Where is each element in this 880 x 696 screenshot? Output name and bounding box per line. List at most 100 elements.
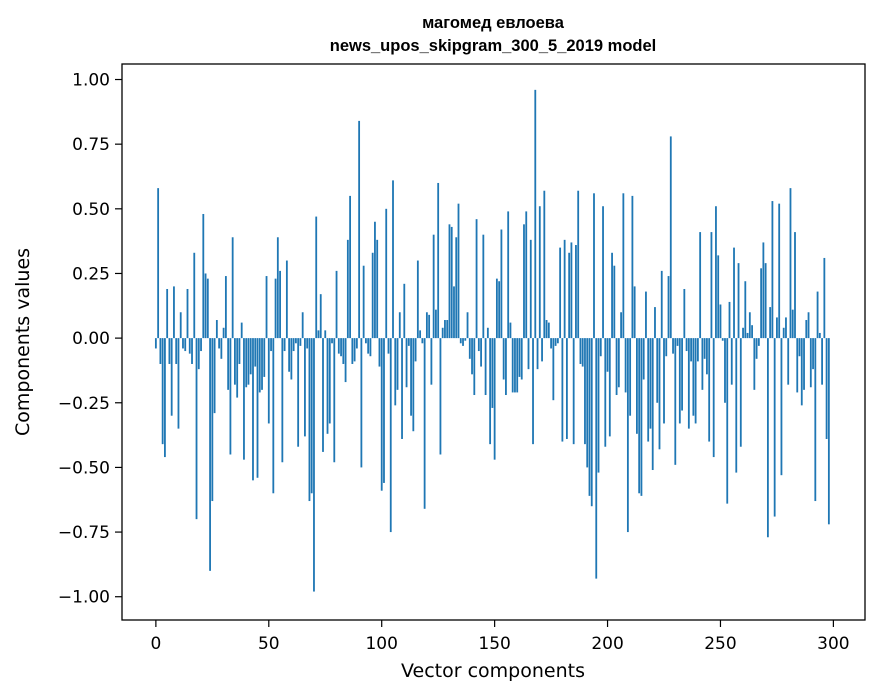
bar xyxy=(771,201,774,339)
x-tick-label: 200 xyxy=(591,634,623,654)
bar xyxy=(541,338,543,362)
bar xyxy=(319,294,322,339)
bar xyxy=(626,338,629,533)
x-tick-label: 0 xyxy=(150,634,161,654)
bar xyxy=(380,338,383,491)
bar xyxy=(552,338,555,401)
bar xyxy=(471,338,473,375)
bar xyxy=(195,338,198,520)
y-tick-label: −0.75 xyxy=(58,523,110,543)
bar xyxy=(342,338,345,364)
bar xyxy=(674,338,677,465)
bar xyxy=(306,338,309,349)
y-tick-label: −0.25 xyxy=(58,394,110,414)
bar xyxy=(800,338,803,406)
bar xyxy=(243,338,245,460)
bar xyxy=(778,203,781,339)
bar xyxy=(254,338,257,367)
bar xyxy=(200,338,202,352)
bar xyxy=(748,312,751,339)
bar xyxy=(294,338,297,344)
y-axis-label: Components values xyxy=(12,248,34,436)
bar xyxy=(696,338,699,362)
bar xyxy=(753,338,756,390)
bar xyxy=(292,338,295,352)
bar xyxy=(439,338,442,455)
bar xyxy=(586,338,589,468)
bar xyxy=(317,330,320,339)
bar xyxy=(706,338,708,375)
y-tick-label: 0.50 xyxy=(72,200,110,220)
bar xyxy=(360,338,363,468)
bar xyxy=(177,338,180,429)
bar xyxy=(337,338,340,354)
bar xyxy=(209,338,211,571)
bar xyxy=(308,338,311,502)
bar xyxy=(667,276,670,339)
bar xyxy=(588,338,591,496)
bar xyxy=(543,190,546,339)
bar xyxy=(620,312,622,339)
bar xyxy=(256,338,259,478)
bar xyxy=(685,338,688,352)
x-tick-label: 150 xyxy=(478,634,510,654)
bar xyxy=(322,338,324,452)
bar xyxy=(744,281,747,339)
bar xyxy=(247,338,250,385)
bar xyxy=(816,291,819,339)
bar xyxy=(701,338,704,390)
bar xyxy=(184,338,187,352)
bar xyxy=(387,338,390,354)
bar xyxy=(760,268,763,339)
bar xyxy=(493,338,496,460)
bar xyxy=(157,188,160,339)
bar xyxy=(821,338,823,385)
bar xyxy=(642,338,645,380)
bar xyxy=(694,338,697,424)
bar xyxy=(175,338,178,364)
y-tick-label: 0.00 xyxy=(72,329,110,349)
bar xyxy=(238,338,241,364)
y-tick-label: 0.25 xyxy=(72,264,110,284)
bar xyxy=(776,317,778,339)
bar xyxy=(536,338,539,370)
bar xyxy=(581,338,584,367)
bar xyxy=(477,338,480,352)
y-tick-label: 1.00 xyxy=(72,71,110,91)
bar xyxy=(267,338,270,424)
bar xyxy=(407,338,410,346)
y-axis-ticks: −1.00 −0.75 −0.50 −0.25 0.00 0.25 0.50 0.75 1.00 xyxy=(58,71,122,608)
bar xyxy=(766,338,769,538)
bar xyxy=(665,338,668,357)
bar xyxy=(170,338,173,416)
bar xyxy=(480,338,482,367)
bar xyxy=(728,301,731,339)
bar xyxy=(326,338,329,434)
bar xyxy=(764,263,767,339)
bar xyxy=(401,338,403,439)
bar xyxy=(498,281,501,339)
bar xyxy=(394,338,397,406)
bar xyxy=(545,320,548,339)
bar xyxy=(595,338,598,579)
bar xyxy=(809,338,812,388)
bar xyxy=(459,338,462,344)
bar xyxy=(272,338,275,494)
bar xyxy=(276,237,279,339)
bar xyxy=(168,338,171,364)
bar xyxy=(206,278,209,339)
bar xyxy=(473,338,476,396)
bar xyxy=(231,237,234,339)
bar xyxy=(410,338,412,416)
x-tick-label: 50 xyxy=(258,634,280,654)
bar xyxy=(699,232,702,339)
bar xyxy=(448,224,451,339)
bar xyxy=(823,257,826,339)
bar xyxy=(608,338,611,437)
bar xyxy=(297,338,300,447)
bar xyxy=(224,276,227,339)
bar xyxy=(435,309,437,339)
bar xyxy=(599,338,602,357)
bar xyxy=(274,278,277,339)
